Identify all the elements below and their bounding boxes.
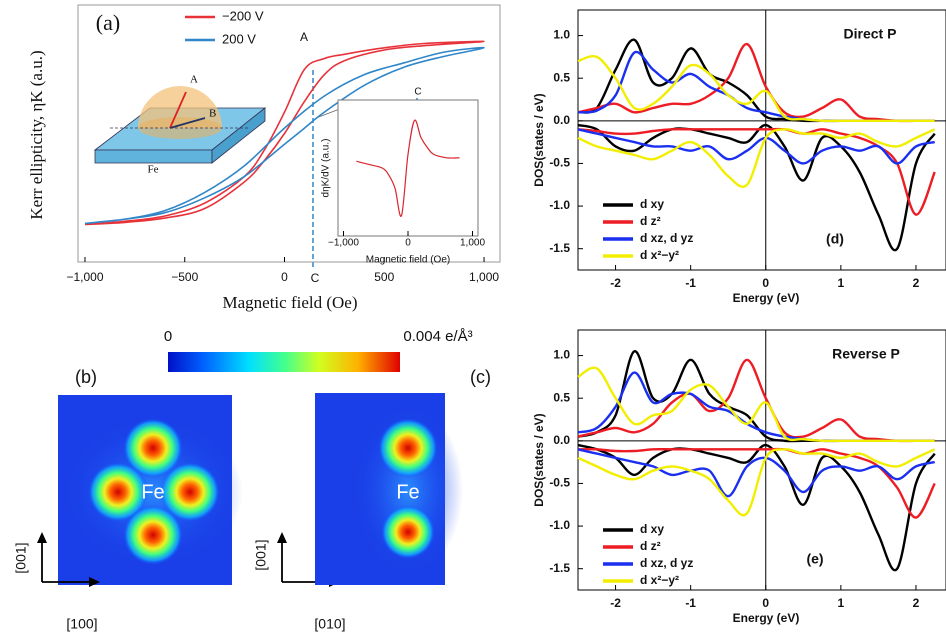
atom-label: Fe	[396, 481, 419, 503]
data-line	[577, 42, 935, 123]
y-tick-label: -1.5	[549, 241, 570, 255]
y-tick-label: 0.0	[553, 113, 570, 127]
x-tick-label: -2	[610, 596, 621, 610]
y-axis-label: dηK/dV (a.u.)	[321, 139, 332, 198]
legend-label: d xz, d yz	[640, 556, 693, 570]
panel-label: (d)	[826, 231, 844, 247]
x-tick-label: -2	[610, 276, 621, 290]
x-tick-label: -1	[685, 596, 696, 610]
x-tick-label: −500	[171, 270, 198, 284]
y-tick-label: 1.0	[553, 348, 570, 362]
x-axis-label: Magnetic field (Oe)	[223, 293, 358, 312]
y-tick-label: -0.5	[549, 156, 570, 170]
data-line	[577, 371, 935, 443]
colorbar	[168, 352, 400, 372]
y-tick-label: 1.0	[553, 28, 570, 42]
panel-label: (a)	[96, 10, 120, 35]
data-line	[577, 128, 936, 189]
legend-label: d z²	[640, 214, 661, 228]
y-tick-label: -1.0	[549, 518, 570, 532]
y-tick-label: -1.5	[549, 561, 570, 575]
data-line	[577, 358, 935, 443]
colorbar-label: 0	[164, 328, 172, 345]
annotation: C	[414, 87, 421, 98]
x-tick-label: −1,000	[328, 238, 359, 249]
atom-label: Fe	[141, 481, 164, 503]
y-axis-label: DOS(states / eV)	[532, 413, 546, 506]
x-tick-label: 500	[374, 270, 394, 284]
data-line	[577, 448, 936, 517]
x-tick-label: −1,000	[66, 270, 103, 284]
plot-frame	[337, 99, 479, 237]
legend-label: d xy	[640, 197, 664, 211]
chart: -2 -1 0 1 2 1.0 0.5 0.0 -0.5 -1.0 -1.5 Energy (eV) D…	[532, 9, 946, 305]
x-tick-label: 1,000	[460, 238, 485, 249]
chart: -2 -1 0 1 2 1.0 0.5 0.0 -0.5 -1.0 -1.5 Energy (eV) D…	[532, 329, 946, 625]
x-axis-label: Energy (eV)	[733, 291, 800, 305]
annotation: A	[300, 30, 308, 44]
x-tick-label: -1	[685, 276, 696, 290]
schematic	[93, 86, 267, 164]
axis-direction: [001]	[13, 542, 29, 573]
y-tick-label: 0.0	[553, 433, 570, 447]
axis-direction: [001]	[253, 539, 269, 570]
legend-label: d xy	[640, 522, 664, 536]
panel-label: (c)	[470, 367, 491, 387]
x-axis-label: Magnetic field (Oe)	[366, 255, 450, 266]
panel-label: (b)	[75, 367, 97, 387]
x-tick-label: 2	[913, 276, 920, 290]
data-line	[356, 119, 460, 217]
annotation: A	[190, 74, 198, 86]
data-line	[577, 448, 935, 498]
x-tick-label: 1,000	[469, 270, 499, 284]
x-axis-label: Energy (eV)	[733, 611, 800, 625]
data-line	[577, 128, 935, 165]
legend-label: 200 V	[222, 31, 256, 46]
chart: −1,000 −500 0 500 1,000 Magnetic field (Oe) Ke…	[27, 4, 501, 312]
legend-label: d x²−y²	[640, 573, 679, 587]
x-tick-label: 2	[913, 596, 920, 610]
panel-label: (e)	[806, 551, 823, 567]
x-tick-label: 0	[762, 596, 769, 610]
y-tick-label: -0.5	[549, 476, 570, 490]
annotation: B	[209, 108, 216, 120]
data-line	[577, 55, 935, 123]
plot-frame	[77, 4, 501, 263]
x-tick-label: 0	[762, 276, 769, 290]
annotation: C	[311, 271, 320, 285]
y-tick-label: 0.5	[553, 70, 570, 84]
plot-frame	[577, 329, 946, 591]
x-tick-label: 1	[838, 596, 845, 610]
x-tick-label: 1	[838, 276, 845, 290]
axis-direction: [010]	[314, 616, 345, 632]
density-map	[58, 395, 243, 585]
annotation: Fe	[148, 164, 159, 176]
legend-label: d z²	[640, 539, 661, 553]
y-tick-label: 0.5	[553, 390, 570, 404]
y-tick-label: -1.0	[549, 198, 570, 212]
axis-direction: [100]	[66, 616, 97, 632]
legend-label: −200 V	[222, 8, 264, 23]
data-line	[577, 38, 935, 123]
chart-title: Reverse P	[832, 346, 900, 362]
legend-label: d xz, d yz	[640, 231, 693, 245]
x-tick-label: 0	[281, 270, 288, 284]
legend-label: d x²−y²	[640, 248, 679, 262]
plot-frame	[577, 9, 946, 271]
y-axis-label: Kerr ellipticity, ηK (a.u.)	[27, 50, 46, 219]
data-line	[577, 366, 935, 443]
chart-title: Direct P	[844, 26, 897, 42]
y-axis-label: DOS(states / eV)	[532, 93, 546, 186]
data-line	[84, 46, 485, 225]
x-tick-label: 0	[405, 238, 411, 249]
chart: −1,000 0 1,000 Magnetic field (Oe) dηK/dV (a…	[321, 99, 485, 266]
colorbar-label: 0.004 e/Å³	[403, 328, 472, 345]
density-map	[315, 393, 463, 585]
